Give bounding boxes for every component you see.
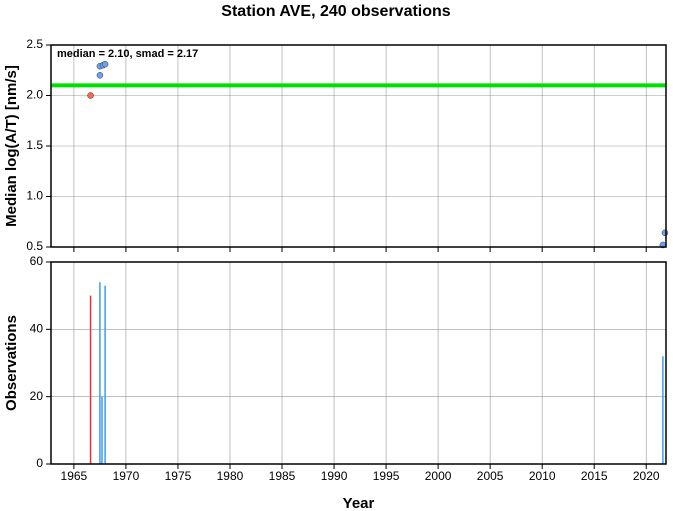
- x-axis-label: Year: [343, 495, 375, 511]
- y-tick-label: 2.0: [26, 88, 43, 102]
- x-tick-label: 1965: [61, 469, 88, 483]
- point: [87, 92, 94, 99]
- x-tick-label: 2015: [581, 469, 608, 483]
- y-tick-label: 20: [30, 389, 44, 403]
- y-axis-label: Median log(A/T) [nm/s]: [3, 65, 20, 227]
- y-tick-label: 40: [30, 322, 44, 336]
- point: [96, 72, 104, 79]
- x-tick-label: 1970: [113, 469, 140, 483]
- y-tick-label: 2.5: [26, 37, 43, 51]
- chart-title: Station AVE, 240 observations: [221, 3, 451, 20]
- y-tick-label: 0: [36, 456, 43, 470]
- y-axis-label: Observations: [3, 315, 20, 411]
- x-tick-label: 1990: [321, 469, 348, 483]
- y-tick-label: 0.5: [26, 239, 43, 253]
- x-tick-label: 1995: [373, 469, 400, 483]
- point: [101, 60, 109, 68]
- plot-frame: [50, 261, 667, 465]
- x-tick-label: 1985: [269, 469, 296, 483]
- x-tick-label: 2020: [633, 469, 660, 483]
- point: [661, 229, 669, 237]
- y-tick-label: 60: [30, 254, 44, 268]
- x-tick-label: 2005: [477, 469, 504, 483]
- y-tick-label: 1.0: [26, 189, 43, 203]
- x-tick-label: 1975: [165, 469, 192, 483]
- plot-frame: [50, 44, 667, 248]
- annotation: median = 2.10, smad = 2.17: [57, 48, 198, 60]
- x-tick-label: 1980: [217, 469, 244, 483]
- x-tick-label: 2000: [425, 469, 452, 483]
- y-tick-label: 1.5: [26, 138, 43, 152]
- x-tick-label: 2010: [529, 469, 556, 483]
